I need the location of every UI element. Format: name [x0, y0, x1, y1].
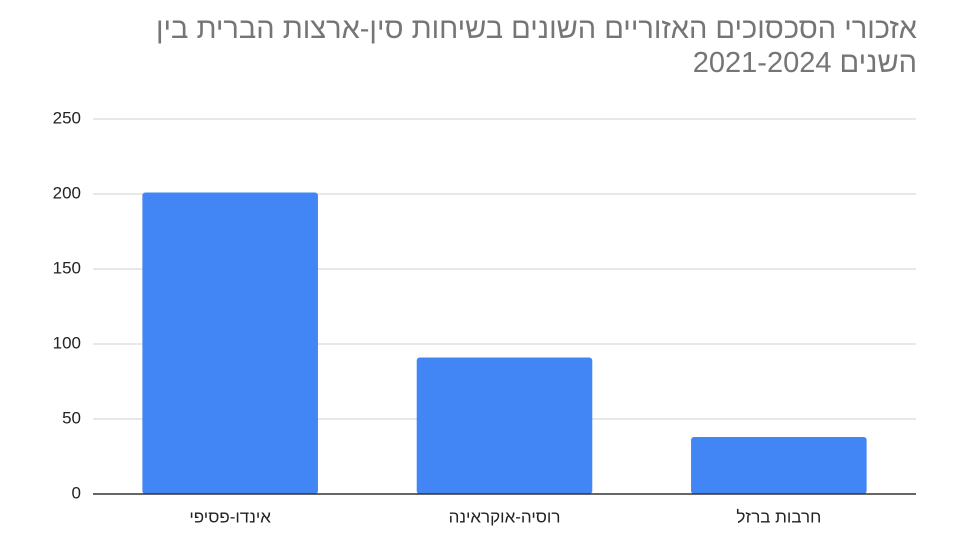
- y-tick-label: 100: [53, 333, 81, 352]
- y-tick-label: 150: [53, 258, 81, 277]
- x-tick-label: אינדו-פסיפי: [189, 507, 271, 526]
- x-tick-label: רוסיה-אוקראינה: [449, 507, 561, 526]
- chart-title: אזכורי הסכסוכים האזוריים השונים בשיחות ס…: [155, 13, 917, 79]
- y-tick-label: 0: [72, 483, 81, 502]
- bar: [416, 357, 593, 494]
- bar: [142, 192, 318, 494]
- y-tick-label: 50: [62, 408, 81, 427]
- y-tick-label: 200: [53, 183, 81, 202]
- y-tick-label: 250: [53, 108, 81, 127]
- bar: [691, 437, 867, 494]
- x-tick-label: חרבות ברזל: [736, 507, 821, 526]
